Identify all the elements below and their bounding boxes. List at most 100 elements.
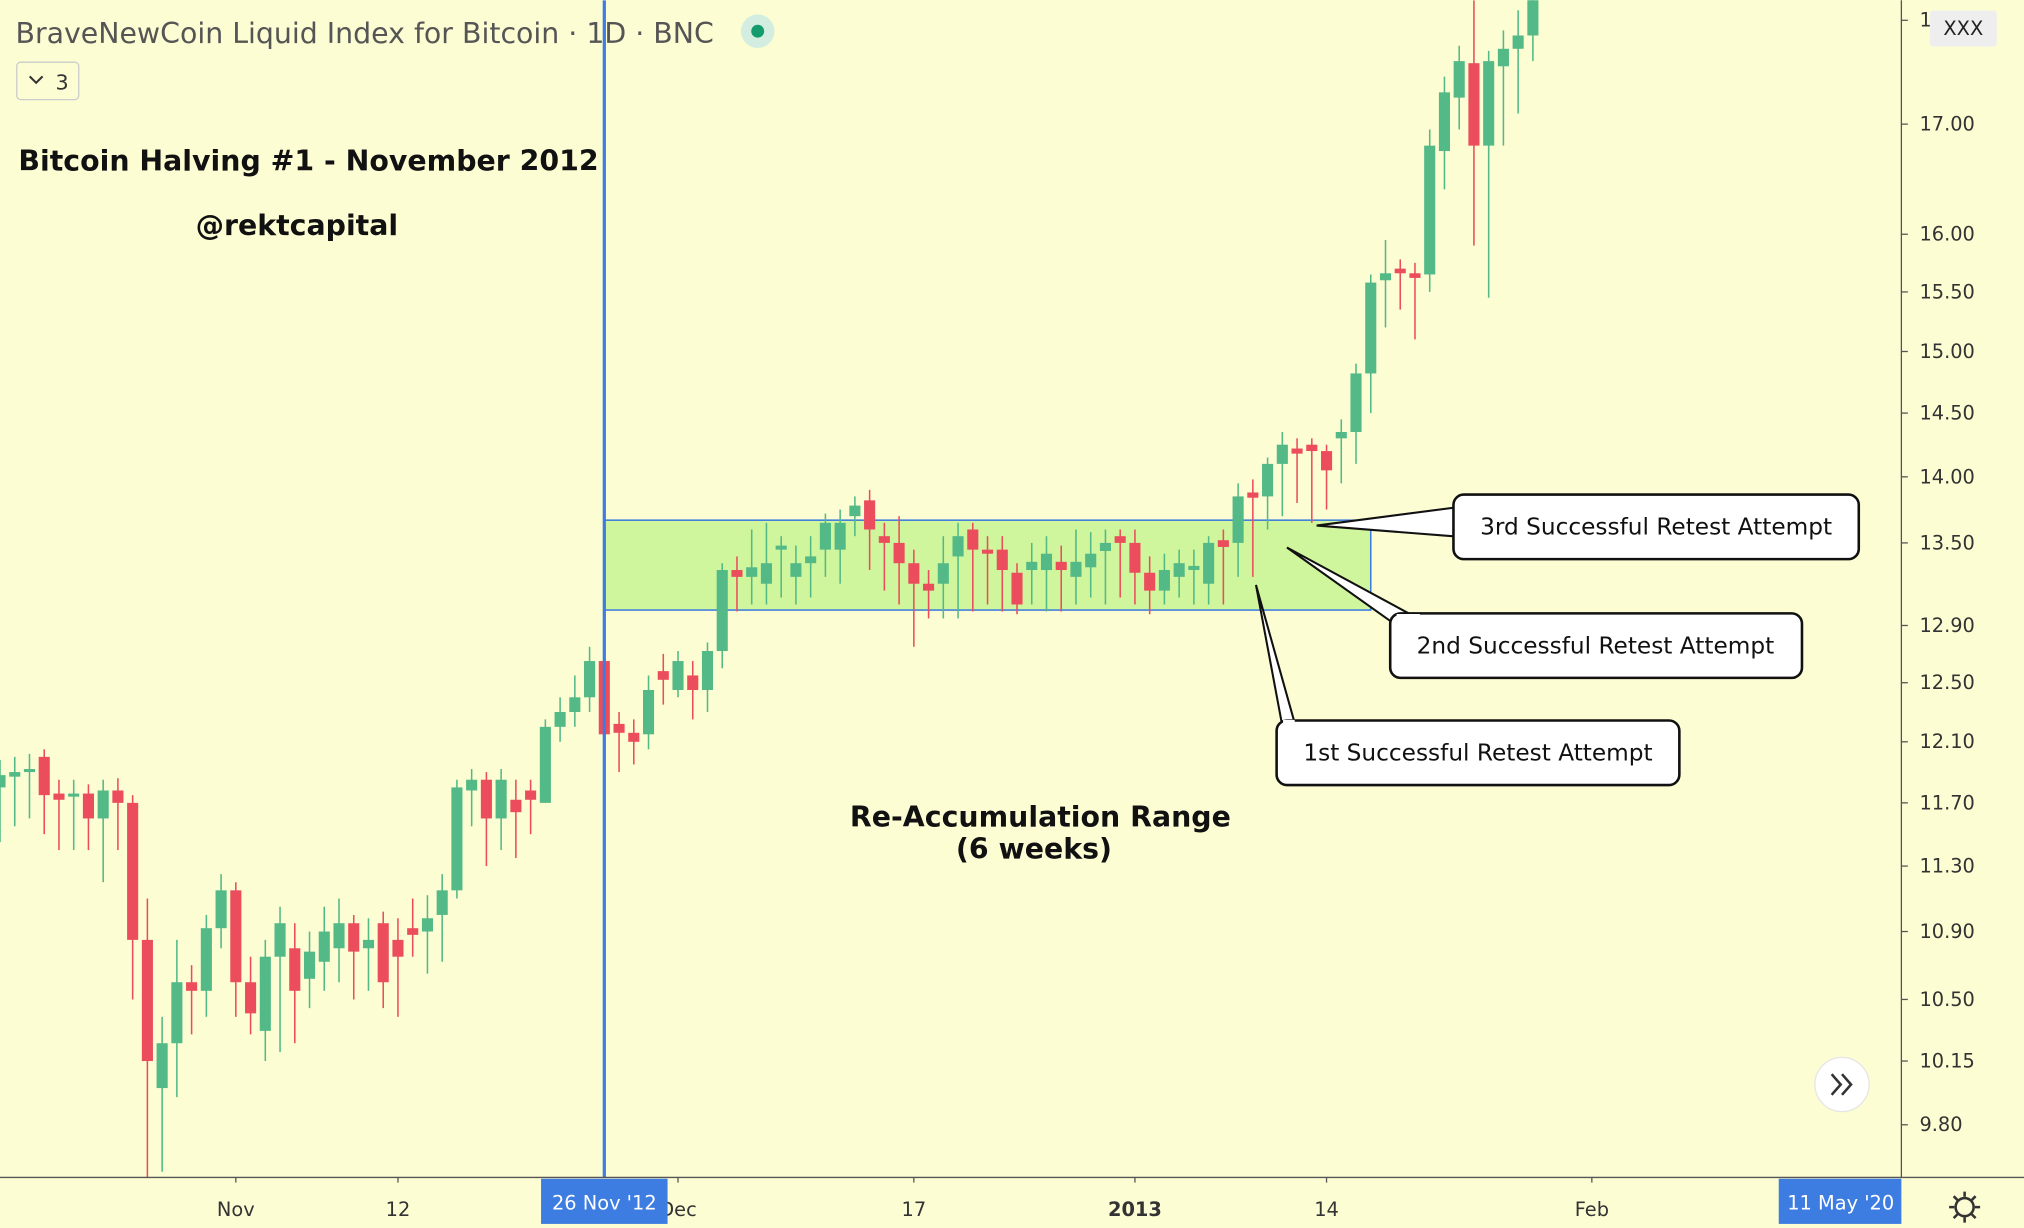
candle-body: [23, 769, 36, 773]
candle-body: [805, 556, 817, 564]
candle-body: [642, 689, 655, 735]
indicator-toggle[interactable]: [16, 61, 80, 101]
candle-body: [1497, 48, 1509, 67]
candle-body: [834, 522, 846, 550]
candle-body: [82, 793, 94, 819]
time-crosshair-box: [1778, 1178, 1902, 1224]
candle-body: [1203, 542, 1215, 584]
candle-body: [156, 1043, 168, 1089]
candle-body: [864, 500, 876, 530]
plot-area: [0, 0, 1539, 1178]
candle-body: [289, 948, 301, 991]
candle-body: [1335, 431, 1347, 439]
candle-body: [657, 671, 669, 680]
status-dot: [751, 24, 765, 38]
candle-body: [1026, 561, 1038, 571]
candle-body: [967, 529, 979, 550]
candle-body: [569, 697, 581, 713]
candle-body: [687, 675, 699, 690]
crosshair-date-label: 26 Nov '12: [552, 1192, 657, 1215]
candle-body: [1483, 61, 1495, 146]
candle-body: [53, 793, 65, 800]
candle-body: [701, 651, 714, 690]
range-title: Re-Accumulation Range: [850, 800, 1231, 833]
candle-body: [421, 918, 433, 932]
candle-body: [186, 982, 198, 991]
candle-body: [1379, 273, 1392, 281]
price-label: XXX: [1943, 17, 1983, 40]
x-tick-label: Nov: [217, 1198, 255, 1221]
candle-body: [731, 570, 743, 577]
candle-body: [1276, 444, 1288, 464]
candle-body: [1320, 451, 1333, 471]
candle-body: [1158, 570, 1170, 591]
candle-body: [1070, 561, 1082, 577]
candle-body: [112, 790, 124, 803]
candle-body: [1365, 282, 1377, 374]
chart-title: BraveNewCoin Liquid Index for Bitcoin · …: [15, 17, 713, 50]
candle-body: [436, 890, 448, 915]
y-tick-label: 15.00: [1919, 340, 1974, 363]
settings-icon[interactable]: [1949, 1191, 1981, 1223]
y-tick-label: 17.00: [1919, 113, 1974, 136]
axes: 9.80 10.15 10.50 10.90 11.30 11.70 12.10 12.50 1…: [217, 9, 1975, 1221]
candle-body: [245, 982, 257, 1014]
x-tick-label: Feb: [1575, 1198, 1609, 1221]
candle-body: [908, 563, 920, 584]
candle-body: [259, 956, 271, 1031]
candle-body: [362, 939, 375, 949]
y-tick-label: 12.50: [1919, 671, 1974, 694]
author-label: @rektcapital: [196, 209, 398, 242]
y-tick-label: 10.90: [1919, 920, 1974, 943]
y-tick-label: 9.80: [1919, 1113, 1962, 1136]
candle-body: [318, 931, 330, 962]
candle-body: [1232, 496, 1244, 543]
candle-body: [539, 726, 551, 803]
y-tick-label: 10.15: [1919, 1049, 1974, 1072]
candle-body: [200, 928, 212, 991]
candle-body: [1527, 0, 1539, 36]
range-duration: (6 weeks): [956, 833, 1112, 866]
candle-body: [97, 790, 109, 819]
candle-body: [510, 799, 522, 813]
candle-body: [1114, 536, 1126, 543]
y-tick-label: 12.90: [1919, 614, 1974, 637]
candle-body: [1453, 61, 1465, 98]
candle-body: [1129, 542, 1141, 573]
candle-body: [1306, 444, 1318, 452]
callout-pointer: [1254, 584, 1296, 724]
candle-body: [127, 802, 139, 940]
candle-body: [1040, 553, 1053, 571]
crosshair-date-box: [541, 1178, 668, 1224]
candle-body: [303, 951, 316, 979]
chevron-icon: [28, 75, 44, 85]
candle-body: [230, 890, 242, 983]
candle-body: [613, 723, 625, 733]
callout-text: 3rd Successful Retest Attempt: [1480, 514, 1832, 541]
callout-pointer: [1316, 505, 1466, 539]
candle-body: [466, 779, 478, 791]
x-tick-label: Dec: [659, 1198, 696, 1221]
y-tick-label: 15.50: [1919, 280, 1974, 303]
candle-body: [760, 563, 772, 584]
candle-body: [878, 536, 890, 543]
candle-body: [377, 923, 389, 983]
candle-body: [1350, 373, 1362, 432]
candle-body: [9, 772, 21, 777]
candle-body: [333, 923, 345, 949]
candle-body: [1217, 540, 1229, 547]
settings-teeth: [1949, 1191, 1981, 1223]
callout-text: 1st Successful Retest Attempt: [1303, 740, 1652, 767]
candle-body: [554, 712, 566, 727]
candle-body: [171, 982, 183, 1044]
candle-body: [480, 779, 492, 819]
y-tick-label: 14.50: [1919, 402, 1974, 425]
callout-box: [1388, 612, 1804, 680]
candle-body: [1188, 565, 1200, 571]
scroll-icon: [1830, 1073, 1853, 1096]
candle-body: [141, 939, 153, 1062]
candle-body: [1468, 63, 1480, 146]
candle-body: [923, 583, 935, 591]
y-tick-label: 11.70: [1919, 791, 1974, 814]
